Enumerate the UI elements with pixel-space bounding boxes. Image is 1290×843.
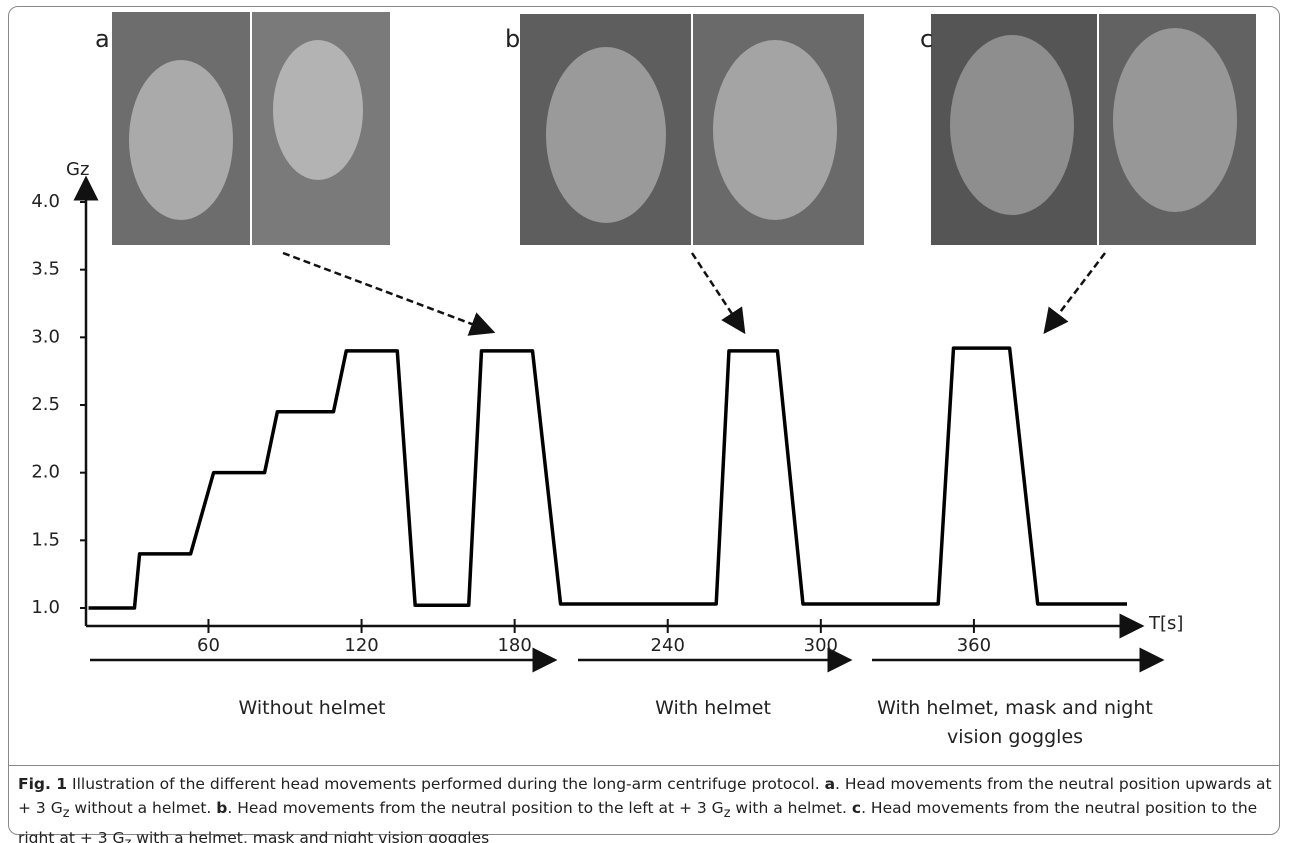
panel-label: c — [920, 25, 933, 53]
caption-item-letter: c — [851, 799, 862, 817]
y-tick-label: 1.0 — [31, 597, 60, 618]
y-tick-label: 4.0 — [31, 191, 60, 212]
x-tick-label: 120 — [344, 635, 378, 656]
arrows — [282, 251, 1106, 336]
caption-item-text: z — [723, 806, 731, 822]
chart: Gz T[s] 1.0 1.5 2.0 2.5 3.0 3.5 4.0 60 120 180 240 30… — [31, 12, 1256, 673]
caption-text: Illustration of the different head movem… — [67, 775, 825, 793]
x-tick-label: 300 — [804, 635, 838, 656]
panel-label: b — [505, 25, 520, 53]
caption-item-text: . Head movements from the neutral positi… — [227, 799, 724, 817]
photos — [112, 12, 1256, 245]
x-tick-label: 240 — [651, 635, 685, 656]
y-tick-label: 1.5 — [31, 529, 60, 550]
x-tick-label: 180 — [497, 635, 531, 656]
caption-item-text: with a helmet. — [730, 799, 852, 817]
panel-label: a — [95, 25, 110, 53]
caption-item-letter: b — [216, 799, 228, 817]
caption-item-text: without a helmet. — [69, 799, 217, 817]
separator — [8, 765, 1280, 766]
axes — [73, 175, 1145, 639]
caption-item-text: with a helmet, mask and night vision gog… — [131, 829, 490, 843]
x-tick-label: 60 — [197, 635, 220, 656]
y-axis-label: Gz — [66, 159, 89, 180]
x-tick-label: 360 — [957, 635, 991, 656]
phase-label: With helmet — [655, 697, 771, 719]
y-tick-label: 2.0 — [31, 462, 60, 483]
caption-label: Fig. 1 — [18, 775, 68, 793]
frame — [8, 6, 1280, 835]
y-tick-label: 3.5 — [31, 259, 60, 280]
x-axis-label: T[s] — [1148, 613, 1183, 634]
y-tick-label: 3.0 — [31, 326, 60, 347]
y-tick-label: 2.5 — [31, 394, 60, 415]
caption-item-letter: a — [824, 775, 836, 793]
caption-item-text: . Head movements from the neutral positi… — [18, 799, 1258, 843]
data-line — [88, 346, 1127, 610]
phase-label: Without helmet — [238, 697, 386, 719]
caption-item-text: z — [62, 806, 70, 822]
phase-label: With helmet, mask and night vision goggl… — [877, 697, 1153, 748]
caption-item-text: . Head movements from the neutral positi… — [18, 775, 1272, 817]
caption-item-text: z — [125, 836, 132, 843]
caption: Fig. 1 Illustration of the different hea… — [18, 772, 1273, 843]
